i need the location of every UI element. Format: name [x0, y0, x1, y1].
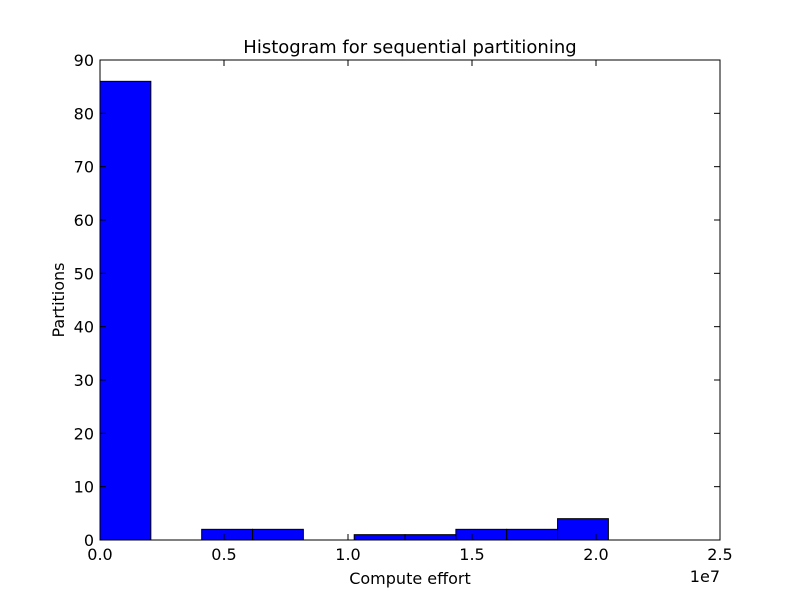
histogram-bar-2	[201, 528, 254, 541]
histogram-bar-5	[353, 534, 406, 541]
histogram-bar-7	[455, 528, 508, 541]
x-tick-label-0: 0.0	[87, 545, 112, 564]
y-tick-label-0: 0	[84, 531, 94, 550]
histogram-bar-3	[252, 528, 304, 541]
y-tick-label-4: 40	[74, 318, 94, 337]
x-tick-label-4: 2.0	[583, 545, 608, 564]
y-axis-label: Partitions	[49, 262, 68, 337]
chart-title: Histogram for sequential partitioning	[243, 37, 576, 58]
x-tick-label-5: 2.5	[707, 545, 732, 564]
y-tick-label-9: 90	[74, 51, 94, 70]
bars-group	[99, 80, 609, 541]
x-tick-label-2: 1.0	[335, 545, 360, 564]
y-tick-label-5: 50	[74, 264, 94, 283]
x-tick-label-1: 0.5	[211, 545, 236, 564]
y-tick-label-1: 10	[74, 478, 94, 497]
x-axis-label: Compute effort	[349, 569, 471, 588]
y-axis: 0 10 20 30 40 50 60 70 80 90	[74, 51, 720, 550]
x-tick-label-3: 1.5	[459, 545, 484, 564]
histogram-bar-6	[404, 534, 457, 541]
x-axis-offset-label: 1e7	[690, 567, 720, 586]
plot-frame	[99, 59, 721, 541]
x-axis: 0.0 0.5 1.0 1.5 2.0 2.5	[87, 60, 733, 564]
y-tick-label-6: 60	[74, 211, 94, 230]
y-tick-label-7: 70	[74, 158, 94, 177]
y-tick-label-2: 20	[74, 424, 94, 443]
y-tick-label-3: 30	[74, 371, 94, 390]
histogram-bar-8	[506, 528, 559, 541]
y-tick-label-8: 80	[74, 104, 94, 123]
histogram-bar-0	[99, 80, 152, 541]
histogram-bar-9	[557, 518, 609, 541]
